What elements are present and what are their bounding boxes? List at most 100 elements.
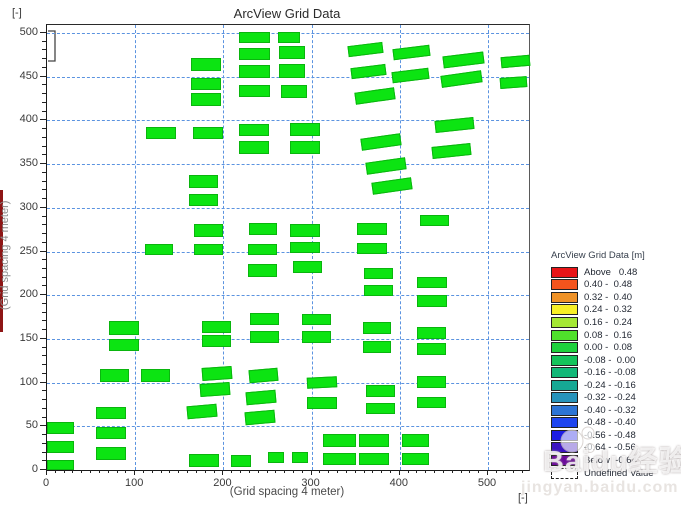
- grid-cell: [278, 46, 306, 60]
- y-gridline: [47, 338, 529, 340]
- legend-row: -0.48 - -0.40: [551, 417, 636, 430]
- legend-row: -0.24 - -0.16: [551, 379, 636, 392]
- grid-cell: [401, 453, 429, 465]
- y-tick-label: 0: [31, 463, 38, 475]
- grid-cell: [194, 223, 224, 237]
- grid-cell: [190, 93, 221, 106]
- grid-cell: [47, 459, 75, 470]
- grid-cell: [366, 385, 396, 397]
- grid-cell: [189, 193, 219, 207]
- grid-cell: [280, 84, 308, 98]
- legend-swatch: [551, 354, 578, 366]
- grid-cell: [200, 382, 231, 398]
- grid-cell: [96, 447, 127, 460]
- legend-row: -0.32 - -0.24: [551, 392, 636, 405]
- grid-cell: [416, 343, 446, 355]
- grid-cell: [416, 295, 447, 308]
- grid-cell: [362, 322, 391, 334]
- legend-swatch: [551, 329, 578, 341]
- grid-cell: [194, 243, 223, 255]
- legend-swatch: [551, 316, 578, 328]
- grid-cell: [357, 242, 388, 255]
- grid-cell: [202, 320, 232, 333]
- y-gridline: [47, 251, 529, 253]
- grid-cell: [231, 455, 251, 467]
- watermark-url: jingyan.baidu.com: [521, 479, 679, 496]
- grid-cell: [499, 75, 529, 89]
- grid-cell: [359, 434, 390, 448]
- grid-cell: [416, 326, 446, 339]
- grid-cell: [363, 284, 393, 297]
- grid-cell: [278, 64, 306, 78]
- y-gridline: [47, 295, 529, 297]
- x-gridline: [488, 25, 489, 470]
- grid-cell: [362, 340, 391, 353]
- y-tick-label: 450: [19, 69, 38, 82]
- y-gridline: [47, 426, 529, 428]
- legend-label: 0.00 - 0.08: [584, 342, 633, 354]
- legend-label: 0.08 - 0.16: [584, 329, 633, 341]
- legend-label: 0.32 - 0.40: [584, 291, 633, 303]
- grid-cell: [357, 222, 388, 235]
- legend: ArcView Grid Data [m] Above 0.48 0.40 - 0…: [549, 250, 679, 479]
- grid-cell: [248, 222, 278, 235]
- y-axis-unit-label: [-]: [12, 7, 22, 19]
- y-gridline: [47, 207, 529, 209]
- grid-cell: [293, 261, 323, 274]
- legend-label: -0.32 - -0.24: [584, 392, 636, 404]
- grid-cell: [239, 123, 270, 137]
- grid-cell: [391, 67, 430, 84]
- legend-label: Above 0.48: [584, 266, 638, 278]
- legend-swatch: [551, 455, 578, 466]
- grid-cell: [189, 175, 219, 188]
- legend-label: -0.48 - -0.40: [584, 417, 636, 429]
- legend-label: Undefined Value: [584, 467, 654, 479]
- y-tick-label: 400: [19, 113, 38, 126]
- grid-cell: [145, 126, 176, 139]
- grid-cell: [301, 331, 331, 344]
- grid-cell: [144, 243, 174, 255]
- grid-cell: [248, 243, 278, 255]
- x-axis-label: (Grid spacing 4 meter): [229, 486, 345, 498]
- legend-label: -0.56 - -0.48: [584, 429, 636, 441]
- watermark-text: Baidu经验: [543, 446, 681, 478]
- grid-cell: [278, 32, 301, 44]
- grid-cell: [96, 407, 127, 420]
- grid-cell: [370, 177, 412, 195]
- grid-cell: [416, 396, 446, 408]
- grid-cell: [290, 223, 321, 237]
- grid-cell: [401, 434, 429, 448]
- grid-cell: [306, 376, 338, 390]
- grid-cell: [141, 369, 170, 382]
- grid-cell: [96, 427, 127, 440]
- grid-cell: [500, 54, 531, 69]
- grid-cell: [392, 44, 431, 61]
- grid-cell: [201, 365, 233, 381]
- grid-cell: [354, 87, 396, 105]
- left-edge-red-stripe: [0, 190, 3, 332]
- x-gridline: [135, 25, 137, 470]
- legend-label: 0.16 - 0.24: [584, 316, 633, 328]
- grid-cell: [323, 453, 356, 465]
- legend-row: 0.16 - 0.24: [551, 316, 632, 329]
- legend-title: ArcView Grid Data [m]: [551, 250, 645, 261]
- legend-label: -0.16 - -0.08: [584, 367, 636, 379]
- legend-row: Undefined Value: [551, 467, 654, 480]
- grid-cell: [239, 84, 271, 97]
- y-tick-label: 500: [19, 26, 38, 38]
- grid-cell: [307, 396, 338, 409]
- chart-title: ArcView Grid Data: [233, 6, 341, 21]
- legend-swatch: [551, 392, 578, 404]
- grid-cell: [190, 58, 221, 72]
- y-axis-label: (Grid spacing 4 meter): [0, 200, 11, 310]
- y-gridline: [47, 120, 529, 122]
- legend-row: -0.08 - 0.00: [551, 354, 635, 367]
- legend-swatch: [551, 304, 578, 316]
- grid-cell: [301, 313, 331, 325]
- grid-cell: [239, 32, 271, 44]
- grid-cell: [108, 321, 139, 335]
- grid-cell: [239, 65, 271, 78]
- y-gridline: [47, 382, 529, 384]
- y-tick-label: 50: [25, 419, 38, 432]
- grid-cell: [245, 390, 277, 406]
